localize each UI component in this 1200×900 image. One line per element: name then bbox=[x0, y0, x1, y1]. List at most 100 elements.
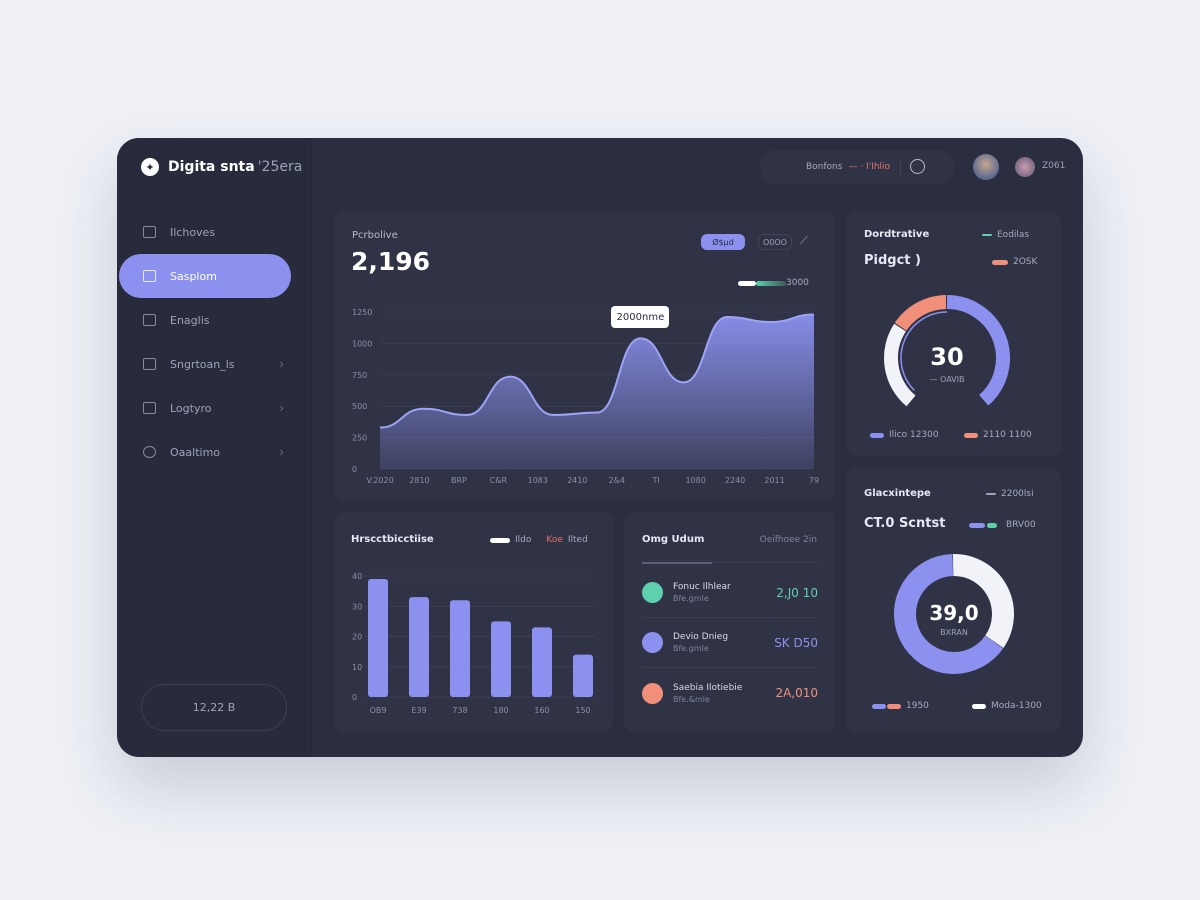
user-name: Z061 bbox=[1042, 161, 1066, 171]
item-value: 2,J0 10 bbox=[776, 585, 818, 600]
gauge-value: 30 bbox=[930, 343, 963, 371]
sidebar-bottom-button[interactable]: 12,22 B bbox=[141, 684, 287, 731]
series-line bbox=[379, 313, 815, 429]
bar bbox=[409, 597, 429, 697]
main-chart-label: Pcrbolive bbox=[352, 230, 398, 241]
sidebar-nav: Ilchoves Sasplom Enaglis Sngrtoan_ls › Lo… bbox=[117, 210, 312, 474]
bar-chart-title: Hrscctbicctiise bbox=[351, 534, 434, 545]
search-highlight: — · I'Ihlio bbox=[848, 162, 891, 172]
trend-icon[interactable]: ⟋ bbox=[800, 234, 808, 247]
sidebar-item-label: Enaglis bbox=[170, 313, 210, 327]
sidebar-item-4[interactable]: Logtyro › bbox=[119, 386, 292, 430]
y-tick-label: 0 bbox=[352, 465, 357, 474]
list-filter[interactable]: Oeifhoee 2in bbox=[759, 535, 817, 545]
donut-segment bbox=[952, 554, 1014, 648]
donut-legend-pair: BRV00 bbox=[969, 520, 1036, 530]
legend-label: BRV00 bbox=[1006, 520, 1036, 530]
y-tick-label: 0 bbox=[352, 693, 357, 702]
chevron-right-icon: › bbox=[279, 445, 284, 459]
y-tick-label: 500 bbox=[352, 402, 367, 411]
gauge-segment bbox=[884, 323, 916, 407]
legend-label: 2110 1100 bbox=[983, 430, 1032, 440]
y-tick-label: 30 bbox=[352, 602, 362, 611]
x-tick-label: 738 bbox=[452, 706, 467, 715]
gauge-legend-blue: Ilico 12300 bbox=[870, 430, 939, 440]
item-sub: Bfe.&mle bbox=[673, 694, 710, 704]
chevron-right-icon: › bbox=[279, 357, 284, 371]
main-chart-value: 2,196 bbox=[351, 247, 431, 276]
x-tick-label: C&R bbox=[490, 476, 508, 485]
y-tick-label: 20 bbox=[352, 633, 362, 642]
dashboard-window: ✦ Digita snta '25era Ilchoves Sasplom Ena… bbox=[117, 138, 1083, 757]
donut-segment bbox=[894, 554, 1004, 674]
list-item[interactable]: Saebia Ilotiebie Bfe.&mle 2A,010 bbox=[642, 668, 818, 718]
search-bar[interactable]: Bonfons — · I'Ihlio bbox=[760, 150, 955, 184]
gauge-chart: 30 — OAVIB bbox=[884, 295, 1010, 407]
gauge-legend-orange2: 2110 1100 bbox=[964, 430, 1032, 440]
sidebar-item-label: Oaaltimo bbox=[170, 445, 221, 459]
x-tick-label: OB9 bbox=[370, 706, 387, 715]
avatar[interactable] bbox=[973, 154, 999, 180]
x-tick-label: 1083 bbox=[528, 476, 548, 485]
chart-icon bbox=[143, 314, 156, 326]
item-name: Devio Dnieg bbox=[673, 632, 729, 642]
x-tick-label: 2011 bbox=[764, 476, 784, 485]
avatar-secondary[interactable] bbox=[1015, 157, 1035, 177]
gauge-segment bbox=[946, 295, 1010, 406]
x-tick-label: 2&4 bbox=[609, 476, 625, 485]
x-tick-label: TI bbox=[652, 476, 660, 485]
y-tick-label: 40 bbox=[352, 572, 362, 581]
status-dot bbox=[642, 632, 663, 653]
sidebar-item-5[interactable]: Oaaltimo › bbox=[119, 430, 292, 474]
main-chart-card: Pcrbolive 2,196 Ø$µd O0OO ⟋ 3000 0 250 500… bbox=[334, 212, 835, 500]
gauge-segment bbox=[894, 295, 947, 331]
bar-chart: 0 10 20 30 40 OB9 E39 738 180 160 150 bbox=[352, 572, 596, 715]
sidebar-item-3[interactable]: Sngrtoan_ls › bbox=[119, 342, 292, 386]
item-name: Saebia Ilotiebie bbox=[673, 682, 743, 693]
item-value: SK D50 bbox=[774, 635, 818, 650]
legend-label: Moda-1300 bbox=[991, 701, 1042, 711]
period-button[interactable]: O0OO bbox=[758, 234, 792, 250]
sidebar-item-0[interactable]: Ilchoves bbox=[119, 210, 292, 254]
x-tick-label: 2240 bbox=[725, 476, 745, 485]
grid-icon bbox=[143, 270, 156, 282]
gauge-inner-arc bbox=[900, 311, 948, 392]
legend-label: Eodilas bbox=[997, 230, 1030, 240]
legend-label: Ilted bbox=[567, 535, 588, 545]
bar-legend: Ildo Koe Ilted bbox=[490, 535, 588, 545]
list-item[interactable]: Fonuc Ilhlear Bfe.gmle 2,J0 10 bbox=[642, 568, 818, 618]
divider bbox=[642, 562, 818, 564]
legend-label: Ildo bbox=[515, 535, 532, 545]
x-tick-label: 180 bbox=[493, 706, 508, 715]
search-text: Bonfons bbox=[806, 162, 843, 172]
bar bbox=[368, 579, 388, 697]
legend-label-red: Koe bbox=[546, 535, 563, 545]
donut-value: 39,0 bbox=[929, 601, 978, 625]
calendar-icon bbox=[143, 402, 156, 414]
sidebar-item-2[interactable]: Enaglis bbox=[119, 298, 292, 342]
calendar-icon bbox=[143, 358, 156, 370]
x-tick-label: 2410 bbox=[567, 476, 587, 485]
clock-icon[interactable] bbox=[910, 159, 925, 174]
item-sub: Bfe.gmle bbox=[673, 594, 709, 603]
y-tick-label: 10 bbox=[352, 663, 362, 672]
donut-chart: 39,0 BXRAN bbox=[894, 554, 1014, 674]
x-tick-label: BRP bbox=[451, 476, 467, 485]
gauge-subtitle: Pidgct ) bbox=[864, 253, 921, 268]
divider bbox=[900, 158, 901, 176]
circle-icon bbox=[143, 446, 156, 458]
bar bbox=[450, 600, 470, 697]
y-tick-label: 250 bbox=[352, 434, 367, 443]
period-button-active[interactable]: Ø$µd bbox=[701, 234, 745, 250]
x-tick-label: E39 bbox=[411, 706, 426, 715]
donut-legend-1: 1950 bbox=[872, 701, 929, 711]
list-card: Omg Udum Oeifhoee 2in Fonuc Ilhlear Bfe.g… bbox=[624, 512, 835, 732]
brand-name: Digita snta bbox=[168, 159, 255, 175]
sidebar-item-label: Logtyro bbox=[170, 401, 212, 415]
x-tick-label: 150 bbox=[575, 706, 590, 715]
bar bbox=[573, 654, 593, 697]
list-item[interactable]: Devio Dnieg Bfe.gmle SK D50 bbox=[642, 618, 818, 668]
sidebar-item-1[interactable]: Sasplom bbox=[119, 254, 291, 298]
x-tick-label: 2810 bbox=[409, 476, 429, 485]
donut-legend-2: Moda-1300 bbox=[972, 701, 1042, 711]
